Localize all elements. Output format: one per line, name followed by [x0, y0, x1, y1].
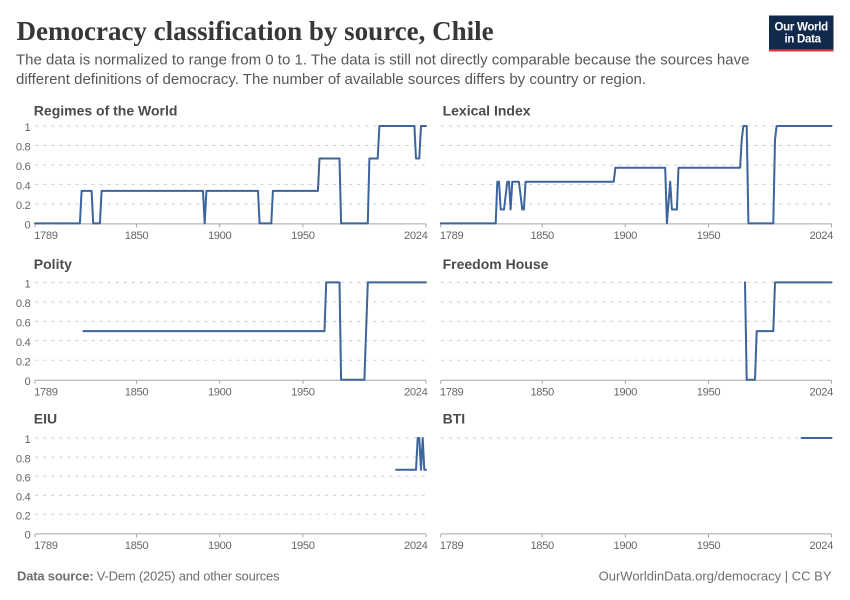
svg-text:1: 1	[25, 279, 31, 291]
svg-text:1789: 1789	[34, 230, 58, 242]
svg-text:0.6: 0.6	[16, 161, 31, 173]
svg-text:1900: 1900	[614, 230, 638, 242]
svg-text:1900: 1900	[614, 540, 638, 552]
svg-text:Our World: Our World	[775, 21, 829, 33]
svg-text:0.2: 0.2	[16, 357, 31, 369]
svg-text:Polity: Polity	[34, 256, 72, 272]
svg-text:1900: 1900	[208, 387, 232, 399]
svg-text:1900: 1900	[614, 387, 638, 399]
svg-text:BTI: BTI	[443, 410, 466, 426]
svg-text:1950: 1950	[697, 230, 721, 242]
svg-text:1789: 1789	[34, 387, 58, 399]
svg-text:0.8: 0.8	[16, 453, 31, 465]
svg-text:2024: 2024	[404, 387, 428, 399]
svg-text:Lexical Index: Lexical Index	[443, 103, 531, 119]
svg-text:0.6: 0.6	[16, 472, 31, 484]
svg-text:0.8: 0.8	[16, 298, 31, 310]
svg-text:0.4: 0.4	[16, 491, 31, 503]
svg-text:0: 0	[25, 220, 31, 232]
svg-text:1789: 1789	[34, 540, 58, 552]
svg-text:1: 1	[25, 434, 31, 446]
svg-text:1850: 1850	[125, 387, 149, 399]
svg-text:1789: 1789	[440, 230, 464, 242]
svg-text:in Data: in Data	[784, 34, 821, 46]
svg-text:0.4: 0.4	[16, 181, 31, 193]
svg-text:1950: 1950	[291, 540, 315, 552]
svg-text:1900: 1900	[208, 230, 232, 242]
svg-text:0: 0	[25, 530, 31, 542]
svg-text:0.6: 0.6	[16, 318, 31, 330]
svg-text:1950: 1950	[291, 230, 315, 242]
svg-text:different definitions of democ: different definitions of democracy. The …	[16, 71, 646, 88]
svg-text:1950: 1950	[697, 387, 721, 399]
svg-text:1850: 1850	[530, 387, 554, 399]
svg-text:0.2: 0.2	[16, 511, 31, 523]
svg-text:2024: 2024	[404, 230, 428, 242]
svg-text:1850: 1850	[530, 540, 554, 552]
svg-text:Democracy classification by so: Democracy classification by source, Chil…	[17, 16, 494, 46]
svg-text:1850: 1850	[125, 540, 149, 552]
svg-text:0.8: 0.8	[16, 142, 31, 154]
svg-text:1789: 1789	[440, 387, 464, 399]
svg-text:EIU: EIU	[34, 410, 57, 426]
svg-text:1950: 1950	[291, 387, 315, 399]
svg-text:The data is normalized to rang: The data is normalized to range from 0 t…	[16, 52, 749, 69]
svg-text:Freedom House: Freedom House	[443, 256, 549, 272]
svg-text:0.4: 0.4	[16, 337, 31, 349]
svg-text:Data source: V-Dem (2025) and: Data source: V-Dem (2025) and other sour…	[17, 569, 280, 584]
svg-text:2024: 2024	[810, 540, 834, 552]
svg-text:1789: 1789	[440, 540, 464, 552]
svg-text:OurWorldinData.org/democracy |: OurWorldinData.org/democracy | CC BY	[599, 569, 832, 584]
svg-text:1850: 1850	[530, 230, 554, 242]
svg-text:Regimes of the World: Regimes of the World	[34, 103, 178, 119]
svg-text:1: 1	[25, 122, 31, 134]
svg-text:1850: 1850	[125, 230, 149, 242]
svg-text:1900: 1900	[208, 540, 232, 552]
svg-text:0: 0	[25, 376, 31, 388]
svg-text:0.2: 0.2	[16, 200, 31, 212]
svg-text:2024: 2024	[810, 387, 834, 399]
svg-text:2024: 2024	[810, 230, 834, 242]
svg-text:2024: 2024	[404, 540, 428, 552]
svg-text:1950: 1950	[697, 540, 721, 552]
